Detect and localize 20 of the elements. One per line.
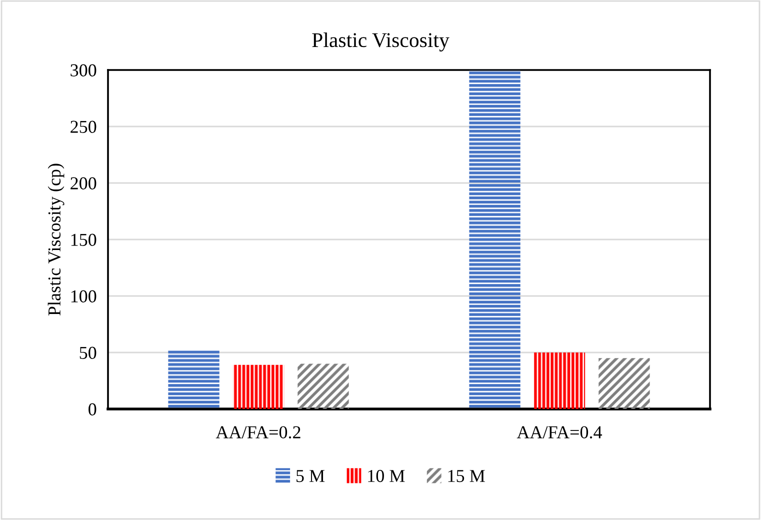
x-tick-label: AA/FA=0.4 <box>516 426 602 438</box>
bar <box>168 350 220 409</box>
legend-label: 15 M <box>448 470 485 482</box>
y-axis-title: Plastic Viscosity (cp) <box>48 164 64 316</box>
y-tick-label: 50 <box>80 346 96 359</box>
x-tick-label: AA/FA=0.2 <box>216 426 300 438</box>
legend-label: 5 M <box>296 470 325 482</box>
legend-label: 10 M <box>368 470 405 482</box>
bar <box>598 358 650 409</box>
bar <box>534 352 586 409</box>
y-tick-label: 300 <box>70 64 96 76</box>
bar <box>298 364 349 409</box>
y-tick-label: 200 <box>70 177 96 190</box>
y-tick-label: 100 <box>71 290 96 302</box>
chart-title: Plastic Viscosity <box>312 32 450 52</box>
y-tick-label: 250 <box>70 120 96 133</box>
bar <box>232 364 284 409</box>
bar <box>469 70 520 409</box>
y-tick-label: 0 <box>88 403 96 416</box>
y-tick-label: 150 <box>71 234 96 246</box>
